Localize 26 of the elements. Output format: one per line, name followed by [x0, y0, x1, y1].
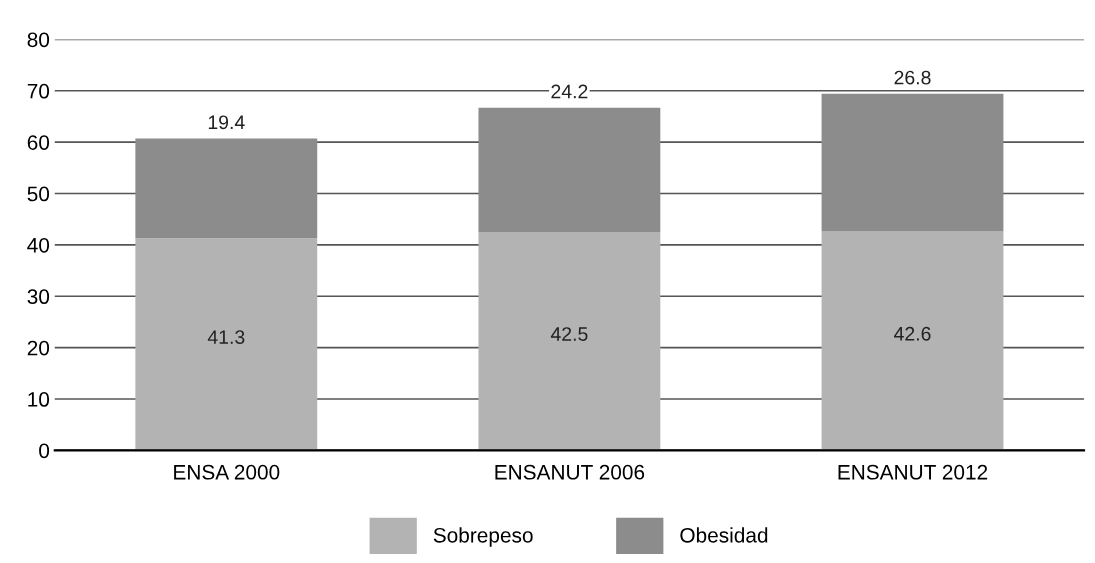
- y-tick-label: 20: [27, 340, 50, 356]
- x-tick-label: ENSANUT 2006: [495, 464, 645, 480]
- y-tick-label: 70: [27, 83, 50, 99]
- y-tick-label: 10: [28, 392, 50, 407]
- y-tick-label: 80: [27, 32, 50, 48]
- legend-label: Obesidad: [680, 527, 768, 543]
- y-tick-label: 60: [27, 135, 50, 150]
- data-label: 19.4: [208, 115, 245, 130]
- y-tick-label: 30: [27, 289, 50, 305]
- legend-label: Sobrepeso: [433, 527, 533, 547]
- bar: [821, 93, 1004, 232]
- data-label: 42.6: [894, 326, 931, 341]
- y-tick-label: 40: [27, 237, 50, 253]
- y-tick-label: 0: [39, 443, 50, 459]
- bar: [135, 238, 318, 451]
- bar: [821, 231, 1004, 451]
- bar: [478, 232, 661, 451]
- data-label: 24.2: [551, 84, 588, 99]
- data-label: 26.8: [894, 70, 931, 85]
- bar: [135, 138, 318, 239]
- data-label: 41.3: [207, 330, 245, 344]
- data-label: 42.5: [550, 327, 588, 341]
- x-tick-label: ENSA 2000: [174, 464, 280, 480]
- bar: [478, 107, 661, 233]
- y-tick-label: 50: [27, 186, 50, 202]
- x-tick-label: ENSANUT 2012: [838, 464, 988, 480]
